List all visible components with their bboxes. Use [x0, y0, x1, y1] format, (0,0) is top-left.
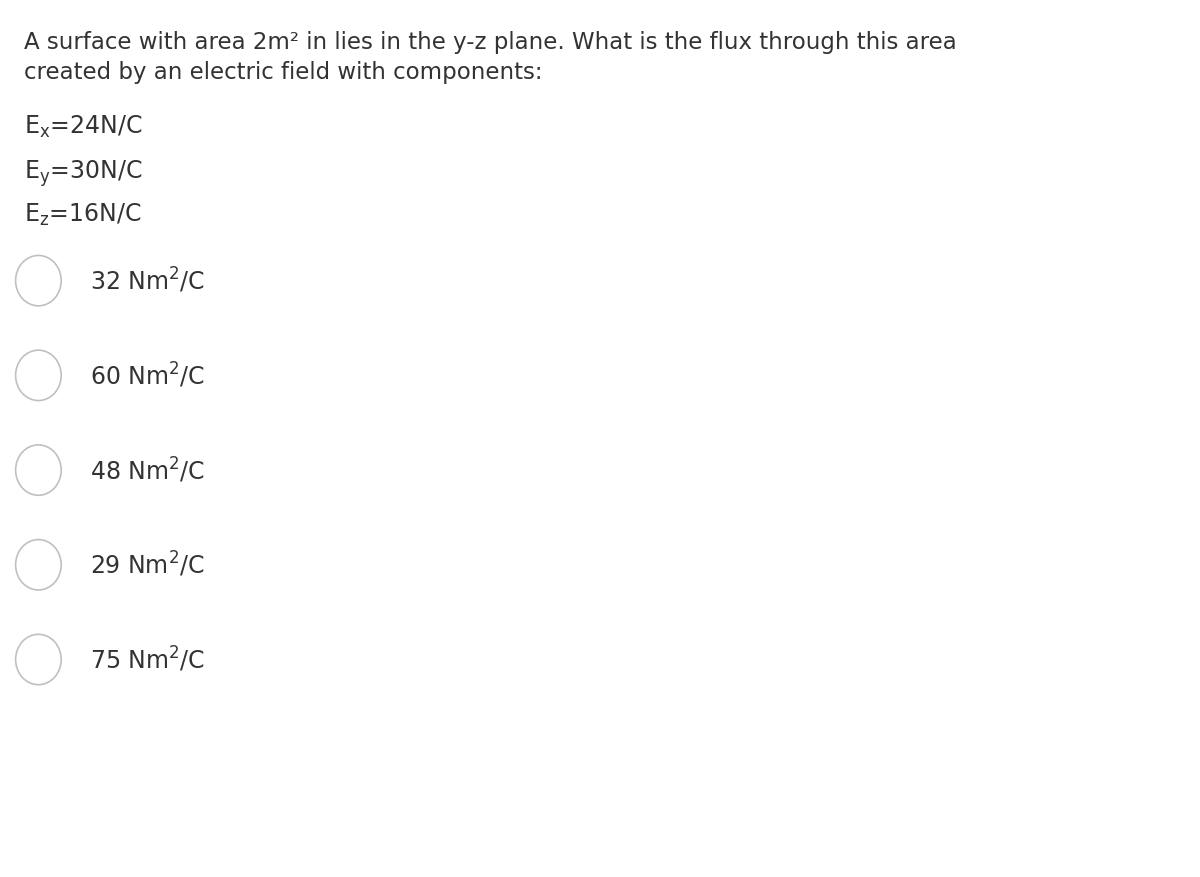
Text: 60 Nm$^2$/C: 60 Nm$^2$/C [90, 360, 205, 390]
Text: 32 Nm$^2$/C: 32 Nm$^2$/C [90, 266, 205, 296]
Text: $\mathregular{E_y}$=30N/C: $\mathregular{E_y}$=30N/C [24, 158, 143, 189]
Text: $\mathregular{E_z}$=16N/C: $\mathregular{E_z}$=16N/C [24, 202, 142, 228]
Text: created by an electric field with components:: created by an electric field with compon… [24, 61, 542, 84]
Text: $\mathregular{E_x}$=24N/C: $\mathregular{E_x}$=24N/C [24, 114, 143, 140]
Text: A surface with area 2m² in lies in the y-z plane. What is the flux through this : A surface with area 2m² in lies in the y… [24, 31, 956, 53]
Text: 75 Nm$^2$/C: 75 Nm$^2$/C [90, 645, 205, 674]
Text: 29 Nm$^2$/C: 29 Nm$^2$/C [90, 550, 204, 580]
Text: 48 Nm$^2$/C: 48 Nm$^2$/C [90, 455, 205, 485]
